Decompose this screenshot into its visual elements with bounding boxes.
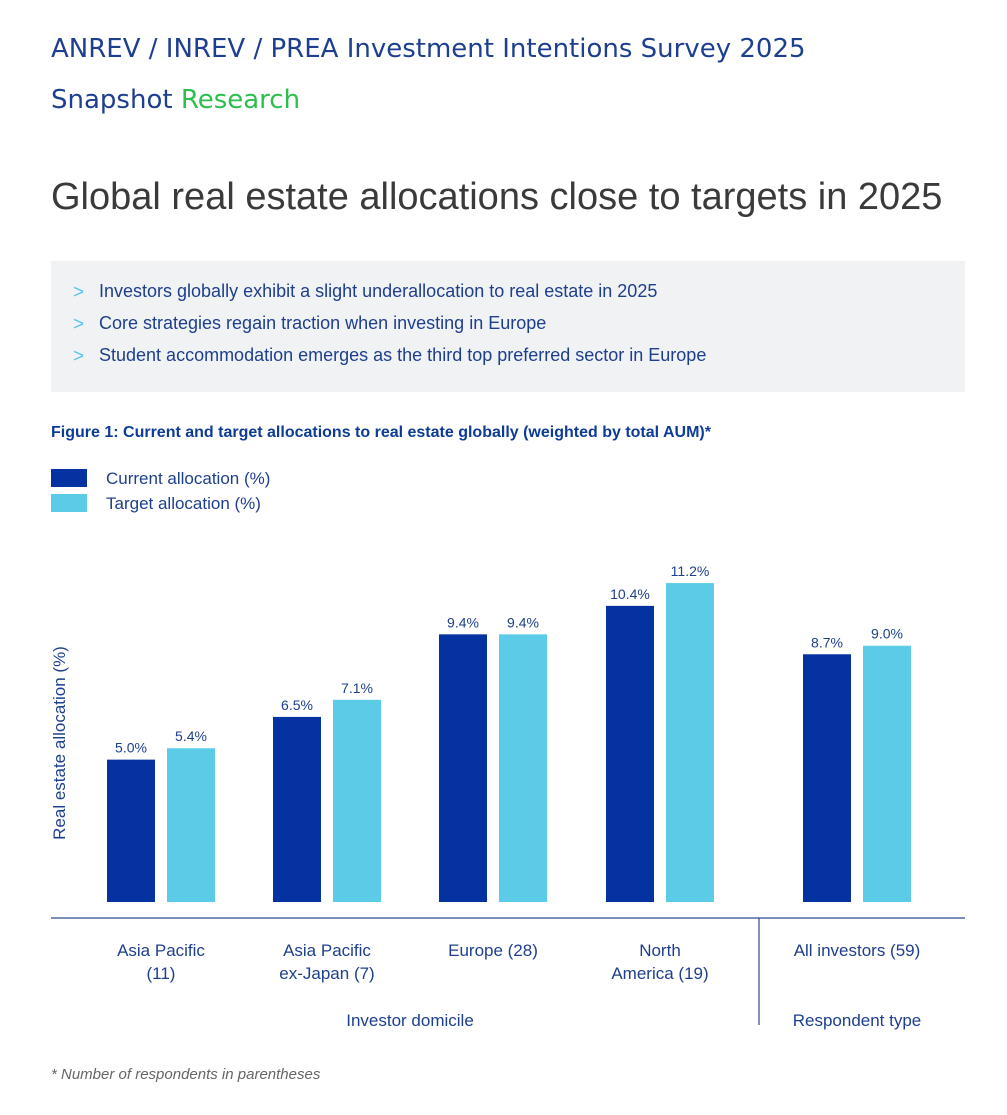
data-label-target: 11.2% (671, 563, 710, 579)
data-label-current: 8.7% (811, 634, 843, 650)
x-tick-label: Asia Pacific ex-Japan (7) (279, 941, 374, 983)
bar-target (333, 699, 381, 902)
data-label-current: 10.4% (610, 586, 650, 602)
legend-swatch-current (51, 469, 87, 487)
chevron-right-icon: > (73, 314, 85, 335)
group-label: Investor domicile (346, 1011, 474, 1030)
key-finding-text: Core strategies regain traction when inv… (99, 313, 547, 333)
survey-title: ANREV / INREV / PREA Investment Intentio… (51, 34, 806, 64)
data-label-current: 9.4% (447, 614, 479, 630)
legend-label-target: Target allocation (%) (106, 494, 261, 513)
x-tick-label: Asia Pacific (11) (117, 941, 205, 983)
x-tick-label: Europe (28) (448, 941, 538, 960)
key-findings-box: > Investors globally exhibit a slight un… (51, 261, 965, 392)
bar-current (107, 759, 155, 902)
x-tick-label: North America (19) (611, 941, 708, 983)
footnote: * Number of respondents in parentheses (51, 1066, 321, 1083)
legend-swatch-target (51, 494, 87, 512)
bar-current (273, 716, 321, 902)
data-label-target: 9.4% (507, 614, 539, 630)
chevron-right-icon: > (73, 282, 85, 303)
key-finding-text: Student accommodation emerges as the thi… (99, 345, 707, 365)
chevron-right-icon: > (73, 346, 85, 367)
x-tick-label: All investors (59) (794, 941, 921, 960)
figure-title: Figure 1: Current and target allocations… (51, 424, 711, 441)
bar-current (803, 654, 851, 902)
snapshot-research-heading: Snapshot Research (51, 85, 300, 115)
bar-target (499, 634, 547, 902)
data-label-target: 9.0% (871, 626, 903, 642)
snapshot-word: Snapshot (51, 85, 173, 115)
bar-current (606, 605, 654, 902)
key-finding-text: Investors globally exhibit a slight unde… (99, 281, 658, 301)
group-label: Respondent type (793, 1011, 922, 1030)
research-word: Research (180, 85, 301, 115)
data-label-current: 6.5% (281, 697, 313, 713)
bar-target (666, 583, 714, 902)
bar-current (439, 634, 487, 902)
data-label-current: 5.0% (115, 740, 147, 756)
page-headline: Global real estate allocations close to … (51, 176, 943, 218)
data-label-target: 5.4% (175, 728, 207, 744)
y-axis-label: Real estate allocation (%) (50, 646, 69, 840)
legend-label-current: Current allocation (%) (106, 469, 271, 488)
data-label-target: 7.1% (341, 680, 373, 696)
bar-target (167, 748, 215, 902)
bar-target (863, 645, 911, 902)
